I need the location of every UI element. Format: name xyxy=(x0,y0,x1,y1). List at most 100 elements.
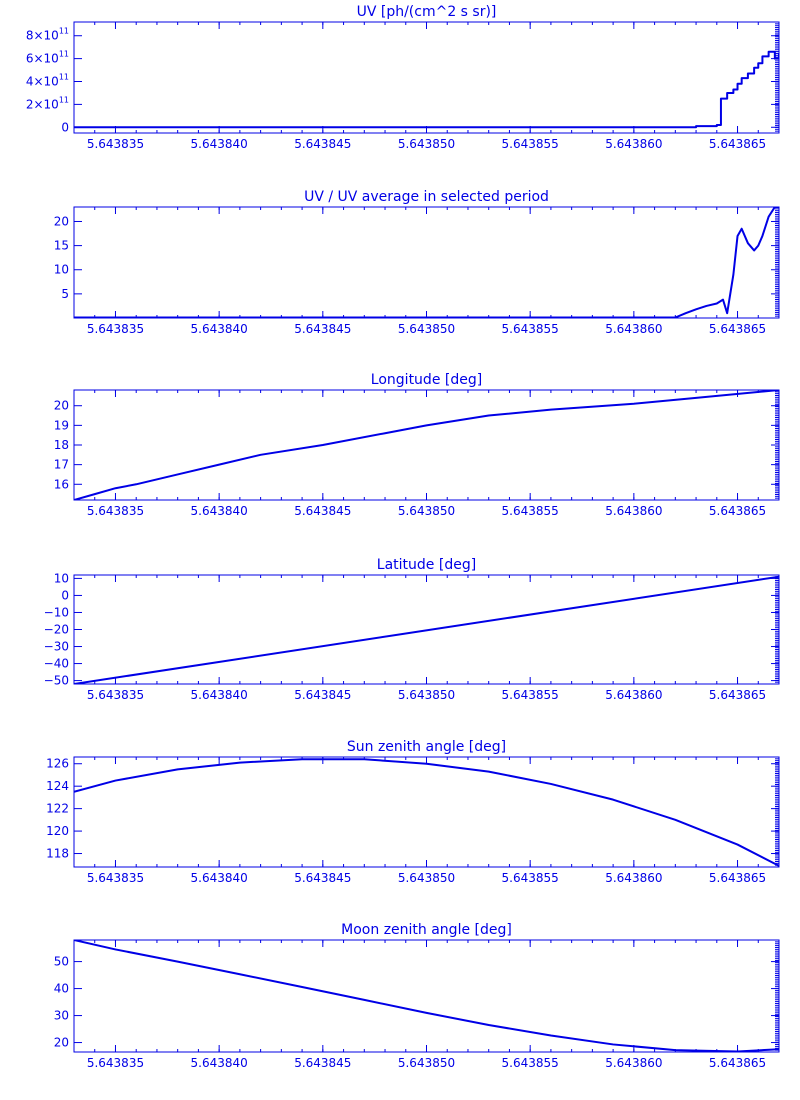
panel-title: Latitude [deg] xyxy=(377,557,476,573)
series-line xyxy=(74,940,779,1052)
y-tick-label: 19 xyxy=(54,418,69,432)
series-line xyxy=(74,390,779,500)
x-tick-label: 5.643855 xyxy=(502,1056,559,1070)
x-tick-label: 5.643865 xyxy=(709,1056,766,1070)
x-tick-label: 5.643840 xyxy=(191,1056,248,1070)
series-line xyxy=(74,207,779,318)
y-tick-label-base: 30 xyxy=(54,1009,69,1023)
panel-title: Sun zenith angle [deg] xyxy=(347,739,506,755)
y-tick-label-base: 10 xyxy=(54,263,69,277)
y-tick-label-exponent: 11 xyxy=(59,50,69,59)
y-tick-label: 30 xyxy=(54,1009,69,1023)
y-tick-label: 16 xyxy=(54,477,69,491)
x-tick-label: 5.643835 xyxy=(87,688,144,702)
x-tick-label: 5.643865 xyxy=(709,137,766,151)
y-tick-label-base: 10 xyxy=(54,571,69,585)
x-tick-label: 5.643860 xyxy=(605,504,662,518)
x-tick-label: 5.643840 xyxy=(191,322,248,336)
y-tick-label: 20 xyxy=(54,214,69,228)
x-tick-label: 5.643850 xyxy=(398,322,455,336)
x-tick-label: 5.643860 xyxy=(605,688,662,702)
y-tick-label-base: −50 xyxy=(44,674,69,688)
x-tick-label: 5.643845 xyxy=(294,322,351,336)
y-tick-label-base: 0 xyxy=(61,120,69,134)
x-tick-label: 5.643835 xyxy=(87,871,144,885)
x-tick-label: 5.643860 xyxy=(605,137,662,151)
x-tick-label: 5.643840 xyxy=(191,504,248,518)
x-tick-label: 5.643835 xyxy=(87,137,144,151)
y-tick-label-base: 5 xyxy=(61,287,69,301)
x-tick-label: 5.643860 xyxy=(605,1056,662,1070)
y-tick-label: 0 xyxy=(61,588,69,602)
y-tick-label: 2×1011 xyxy=(26,95,69,111)
panel-longitude: Longitude [deg] 5.643835 5.643840 5.643845 5… xyxy=(54,372,780,518)
y-tick-label-base: 15 xyxy=(54,239,69,253)
x-tick-label: 5.643855 xyxy=(502,504,559,518)
y-tick-label: 120 xyxy=(46,824,69,838)
x-tick-label: 5.643845 xyxy=(294,1056,351,1070)
y-tick-label-base: 2×10 xyxy=(26,97,59,111)
x-tick-label: 5.643845 xyxy=(294,137,351,151)
y-tick-label: 10 xyxy=(54,263,69,277)
y-tick-label: −30 xyxy=(44,640,69,654)
x-tick-label: 5.643835 xyxy=(87,504,144,518)
y-tick-label: 118 xyxy=(46,847,69,861)
y-tick-label-base: 6×10 xyxy=(26,52,59,66)
panel-uv: UV [ph/(cm^2 s sr)] 5.643835 5.643840 5.643… xyxy=(26,4,780,151)
y-tick-label: 50 xyxy=(54,955,69,969)
y-tick-label-base: 17 xyxy=(54,458,69,472)
y-tick-label-base: 124 xyxy=(46,779,69,793)
x-tick-label: 5.643855 xyxy=(502,137,559,151)
y-tick-label-base: −10 xyxy=(44,605,69,619)
y-tick-label-exponent: 11 xyxy=(59,73,69,82)
x-tick-label: 5.643845 xyxy=(294,504,351,518)
x-tick-label: 5.643865 xyxy=(709,688,766,702)
y-tick-label-base: 8×10 xyxy=(26,29,59,43)
plot-frame xyxy=(73,939,780,1053)
panel-sun-zenith: Sun zenith angle [deg] 5.643835 5.643840 5.… xyxy=(46,739,780,885)
y-tick-label-exponent: 11 xyxy=(59,27,69,36)
y-tick-label-base: 18 xyxy=(54,438,69,452)
y-tick-label: 15 xyxy=(54,239,69,253)
x-tick-label: 5.643850 xyxy=(398,137,455,151)
x-tick-label: 5.643860 xyxy=(605,322,662,336)
plot-frame xyxy=(73,21,780,134)
y-tick-label: 8×1011 xyxy=(26,27,69,43)
y-tick-label: −10 xyxy=(44,605,69,619)
y-tick-label: −50 xyxy=(44,674,69,688)
y-tick-label: −40 xyxy=(44,657,69,671)
x-tick-label: 5.643840 xyxy=(191,871,248,885)
y-tick-label: 5 xyxy=(61,287,69,301)
series-line xyxy=(74,758,779,867)
y-tick-label-exponent: 11 xyxy=(59,95,69,104)
plot-frame xyxy=(73,206,780,319)
panel-moon-zenith: Moon zenith angle [deg] 5.643835 5.643840 5… xyxy=(54,922,780,1070)
x-tick-label: 5.643850 xyxy=(398,504,455,518)
x-tick-label: 5.643865 xyxy=(709,322,766,336)
y-tick-label-base: 4×10 xyxy=(26,75,59,89)
series-line xyxy=(74,575,779,684)
y-tick-label: 20 xyxy=(54,1036,69,1050)
x-tick-label: 5.643855 xyxy=(502,871,559,885)
x-tick-label: 5.643860 xyxy=(605,871,662,885)
y-tick-label: −20 xyxy=(44,623,69,637)
x-tick-label: 5.643845 xyxy=(294,688,351,702)
y-tick-label-base: −40 xyxy=(44,657,69,671)
y-tick-label: 40 xyxy=(54,982,69,996)
y-tick-label-base: 40 xyxy=(54,982,69,996)
series-line xyxy=(74,50,779,129)
y-tick-label-base: 20 xyxy=(54,399,69,413)
x-tick-label: 5.643850 xyxy=(398,1056,455,1070)
y-tick-label-base: 19 xyxy=(54,418,69,432)
y-tick-label-base: 126 xyxy=(46,757,69,771)
y-tick-label: 4×1011 xyxy=(26,73,69,89)
panel-title: UV / UV average in selected period xyxy=(304,189,549,205)
plot-frame xyxy=(73,756,780,868)
y-tick-label-base: −30 xyxy=(44,640,69,654)
y-tick-label: 126 xyxy=(46,757,69,771)
x-tick-label: 5.643855 xyxy=(502,688,559,702)
x-tick-label: 5.643865 xyxy=(709,871,766,885)
panel-latitude: Latitude [deg] 5.643835 5.643840 5.643845 5.… xyxy=(44,557,780,702)
panel-uv-ratio: UV / UV average in selected period 5.6438… xyxy=(54,189,780,336)
